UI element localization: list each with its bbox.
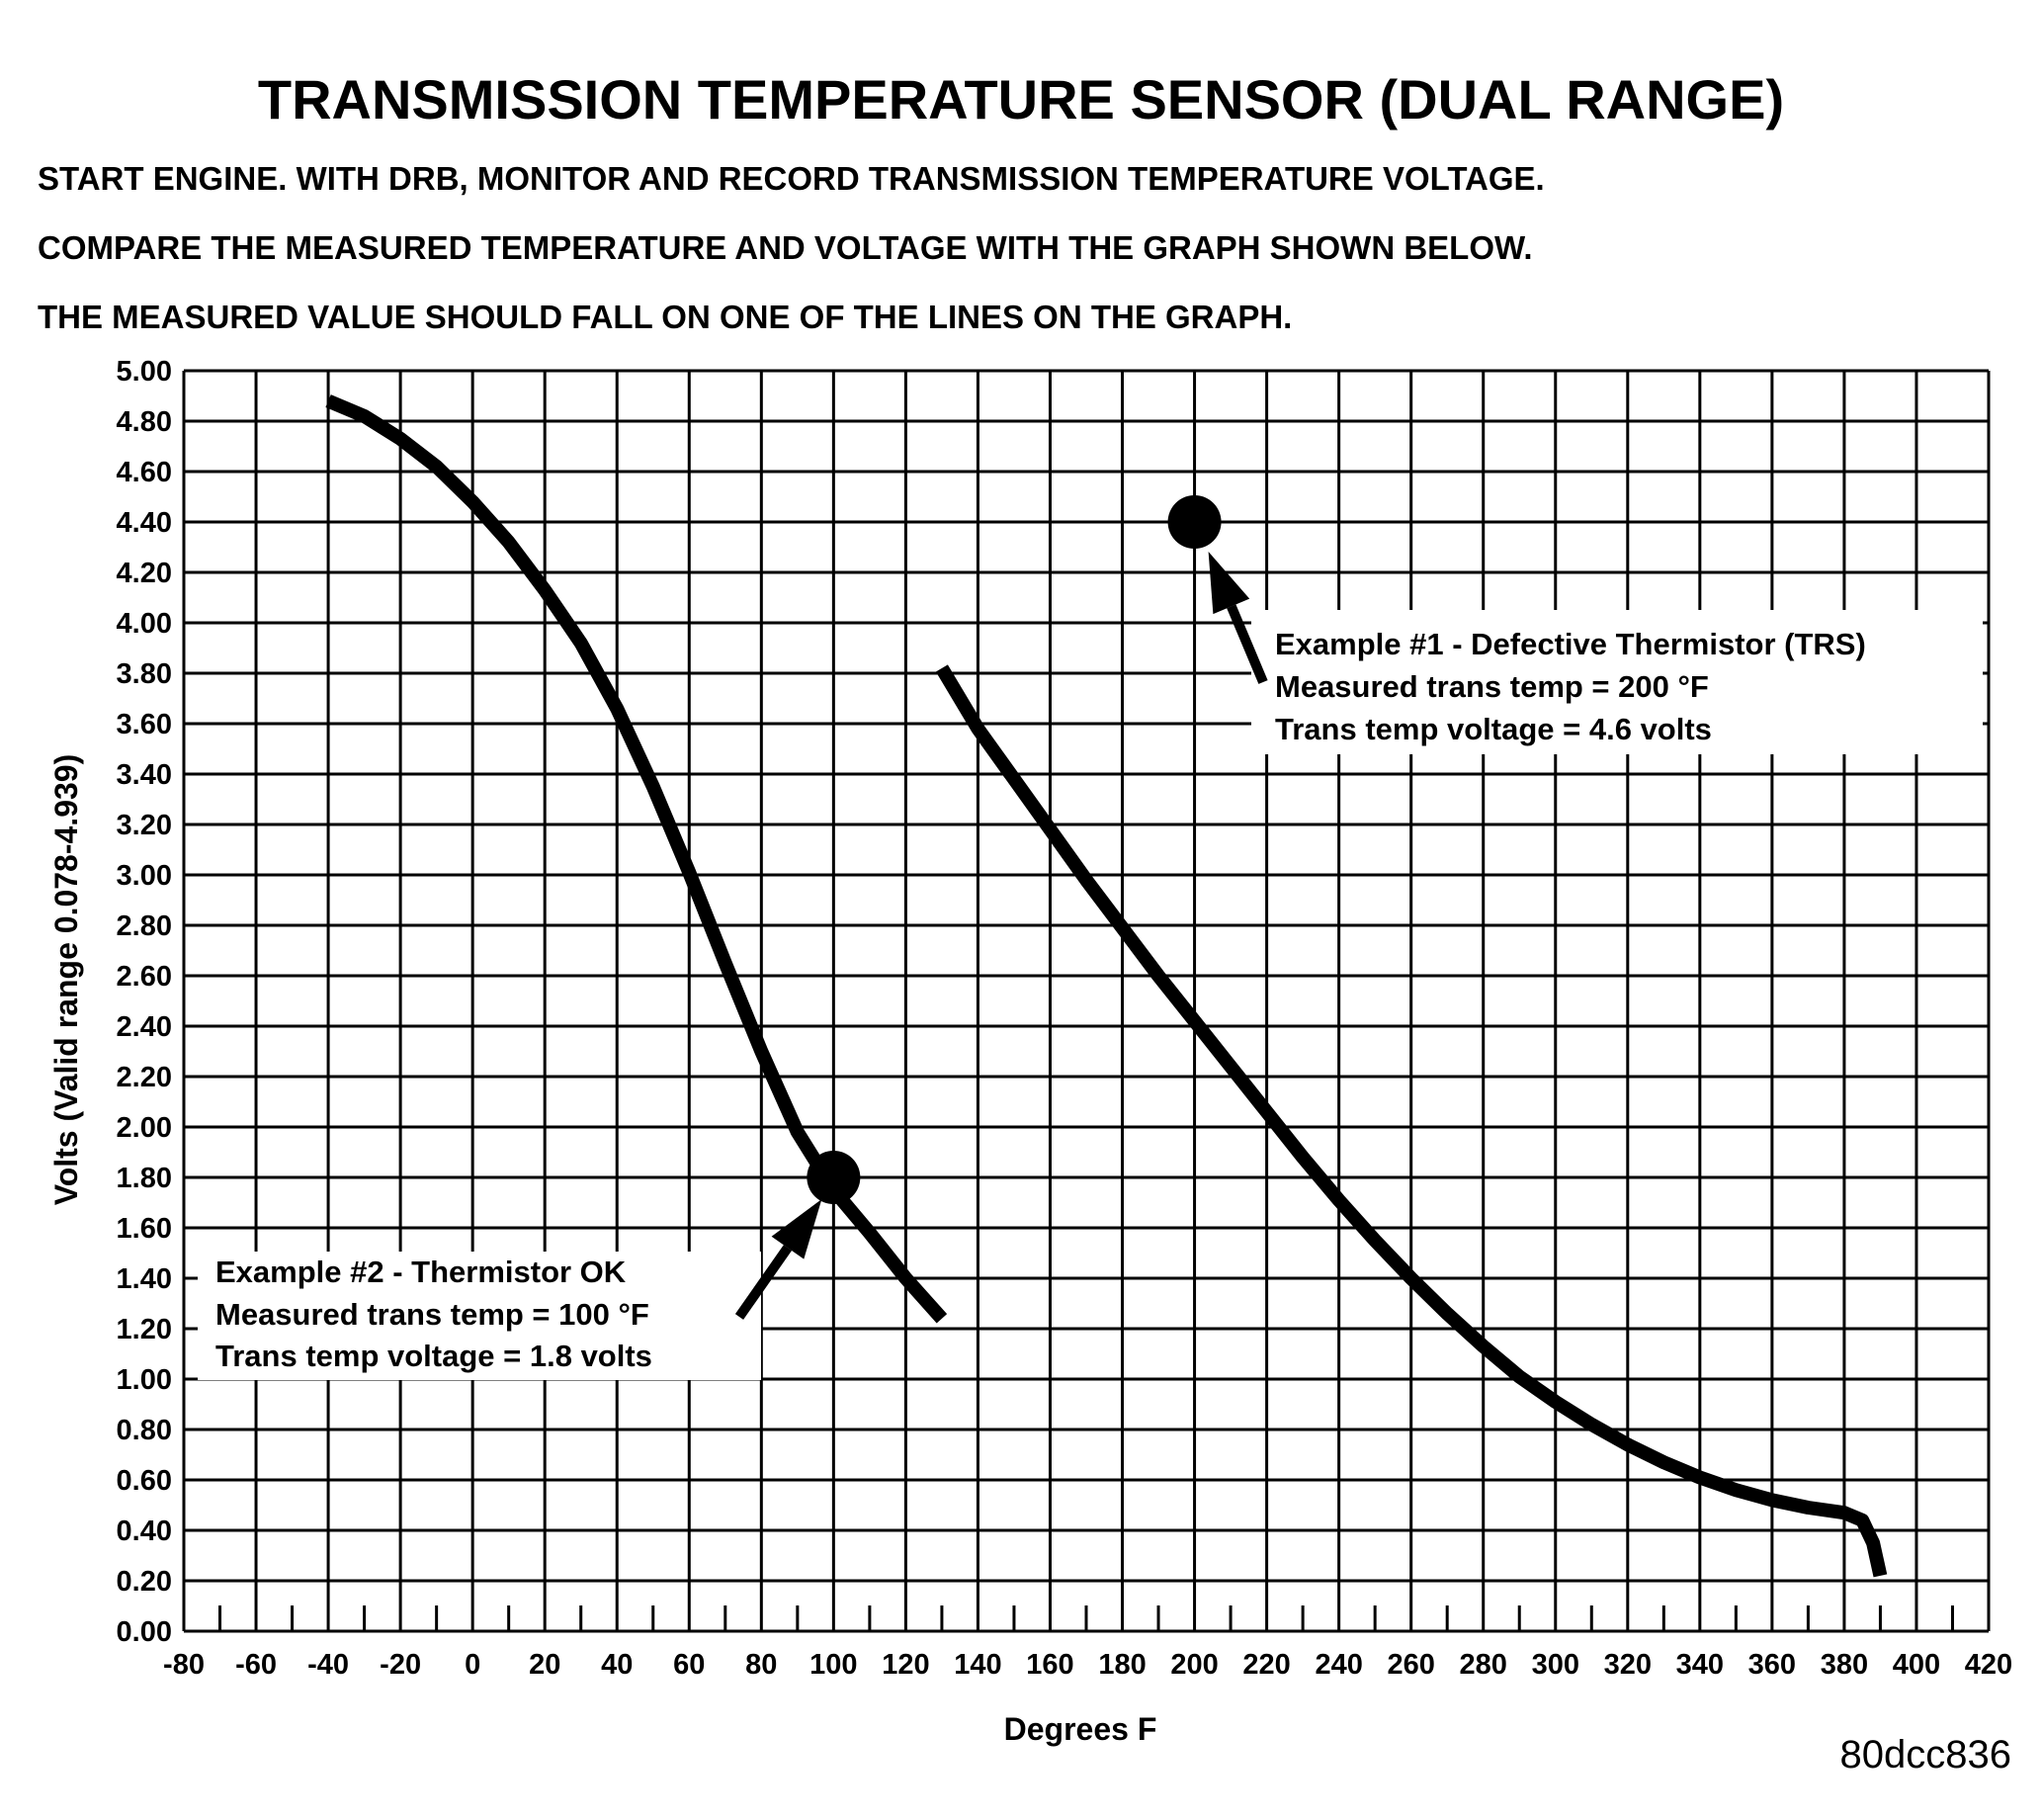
instruction-line-2: COMPARE THE MEASURED TEMPERATURE AND VOL… — [38, 229, 1533, 266]
x-tick-label: 380 — [1821, 1649, 1868, 1681]
x-tick-label: 160 — [1026, 1649, 1073, 1681]
x-tick-label: 180 — [1098, 1649, 1146, 1681]
x-tick-label: 400 — [1893, 1649, 1940, 1681]
instruction-line-3: THE MEASURED VALUE SHOULD FALL ON ONE OF… — [38, 299, 1292, 335]
y-tick-label: 1.60 — [117, 1213, 172, 1245]
example-1-text-line: Example #1 - Defective Thermistor (TRS) — [1275, 627, 1866, 661]
x-tick-label: 0 — [465, 1649, 480, 1681]
x-tick-label: 300 — [1532, 1649, 1579, 1681]
example-2-text-line: Measured trans temp = 100 °F — [215, 1297, 649, 1332]
example-1-arrow-shaft — [1227, 604, 1268, 684]
chart-series — [325, 394, 1888, 1578]
y-tick-label: 2.20 — [117, 1062, 172, 1093]
y-tick-label: 3.00 — [117, 860, 172, 892]
x-tick-label: 220 — [1242, 1649, 1290, 1681]
y-tick-label: 2.60 — [117, 961, 172, 993]
x-tick-label: -20 — [380, 1649, 421, 1681]
y-tick-label: 3.20 — [117, 810, 172, 841]
x-tick-label: 420 — [1965, 1649, 2012, 1681]
y-axis-label: Volts (Valid range 0.078-4.939) — [48, 754, 84, 1206]
x-axis-ticks: -80 -60 -40 -20 0 20 40 60 80 100 120 140 160 180 200 2… — [163, 1649, 2012, 1681]
y-tick-label: 0.20 — [117, 1566, 172, 1598]
y-tick-label: 0.80 — [117, 1415, 172, 1446]
x-tick-label: 60 — [673, 1649, 705, 1681]
x-tick-label: 140 — [954, 1649, 1001, 1681]
example-1-arrow-head — [1208, 552, 1250, 615]
x-tick-label: 360 — [1748, 1649, 1796, 1681]
y-axis-ticks: 5.00 4.80 4.60 4.40 4.20 4.00 3.80 3.60 3.40 3.20… — [117, 356, 172, 1648]
instruction-line-1: START ENGINE. WITH DRB, MONITOR AND RECO… — [38, 160, 1545, 197]
example-1-text-line: Trans temp voltage = 4.6 volts — [1275, 712, 1712, 746]
x-axis-minor-ticks — [218, 1605, 1954, 1631]
y-tick-label: 1.40 — [117, 1263, 172, 1295]
example-1-box — [1251, 610, 1983, 754]
x-tick-label: 120 — [882, 1649, 929, 1681]
x-axis-label: Degrees F — [1004, 1711, 1157, 1747]
y-tick-label: 0.40 — [117, 1516, 172, 1547]
example-2-box — [198, 1252, 761, 1380]
x-tick-label: -40 — [307, 1649, 349, 1681]
example-2-text-line: Example #2 - Thermistor OK — [215, 1255, 627, 1289]
y-tick-label: 5.00 — [117, 356, 172, 388]
x-tick-label: 80 — [745, 1649, 777, 1681]
example-2-arrow-shaft — [734, 1245, 793, 1320]
y-tick-label: 4.00 — [117, 608, 172, 640]
y-tick-label: 0.00 — [117, 1616, 172, 1648]
chart-title: TRANSMISSION TEMPERATURE SENSOR (DUAL RA… — [258, 68, 1784, 130]
y-tick-label: 1.20 — [117, 1314, 172, 1345]
x-tick-label: 320 — [1604, 1649, 1652, 1681]
example-2-text-line: Trans temp voltage = 1.8 volts — [215, 1339, 652, 1373]
curve-2 — [935, 664, 1888, 1578]
y-tick-label: 4.60 — [117, 457, 172, 488]
x-tick-label: 260 — [1387, 1649, 1434, 1681]
example-2-arrow-head — [771, 1199, 822, 1259]
y-tick-label: 4.80 — [117, 406, 172, 438]
x-tick-label: -80 — [163, 1649, 205, 1681]
x-tick-label: 100 — [809, 1649, 857, 1681]
x-tick-label: 280 — [1460, 1649, 1507, 1681]
x-tick-label: 20 — [529, 1649, 560, 1681]
y-tick-label: 2.80 — [117, 910, 172, 942]
y-tick-label: 3.80 — [117, 658, 172, 690]
y-tick-label: 3.40 — [117, 759, 172, 791]
y-tick-label: 0.60 — [117, 1465, 172, 1497]
y-tick-label: 1.00 — [117, 1364, 172, 1396]
y-tick-label: 2.00 — [117, 1112, 172, 1144]
x-tick-label: 340 — [1676, 1649, 1724, 1681]
example-2-marker — [807, 1151, 861, 1204]
figure-id: 80dcc836 — [1840, 1733, 2011, 1777]
example-1-text-line: Measured trans temp = 200 °F — [1275, 669, 1709, 704]
x-tick-label: -60 — [235, 1649, 277, 1681]
y-tick-label: 3.60 — [117, 709, 172, 740]
y-tick-label: 1.80 — [117, 1163, 172, 1194]
y-tick-label: 4.20 — [117, 558, 172, 589]
x-tick-label: 240 — [1315, 1649, 1362, 1681]
x-tick-label: 40 — [601, 1649, 633, 1681]
chart-gridlines — [182, 369, 1991, 1633]
x-tick-label: 200 — [1170, 1649, 1218, 1681]
example-1-marker — [1167, 495, 1222, 549]
chart-annotations: Example #1 - Defective Thermistor (TRS) M… — [198, 495, 1983, 1380]
y-tick-label: 2.40 — [117, 1011, 172, 1043]
y-tick-label: 4.40 — [117, 507, 172, 539]
